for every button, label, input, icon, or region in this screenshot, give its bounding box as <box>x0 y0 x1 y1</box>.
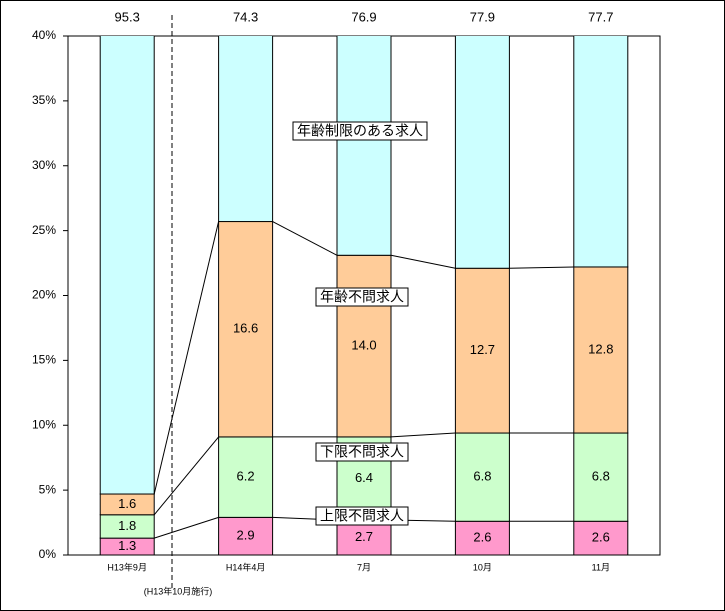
bar-segment <box>218 221 274 438</box>
series-label-box <box>292 121 428 141</box>
bar-segment <box>573 36 629 268</box>
bar-segment <box>99 36 155 495</box>
bar-segment <box>573 520 629 556</box>
x-tick-label: 10月 <box>473 562 492 572</box>
bar-segment <box>336 519 392 556</box>
series-label-box <box>315 506 409 526</box>
series-label: 上限不問求人 <box>320 508 404 524</box>
value-label: 1.6 <box>118 496 136 511</box>
bar-segment <box>218 36 274 223</box>
bar-segment <box>454 520 510 556</box>
value-label: 74.3 <box>233 9 258 24</box>
bar-segment <box>336 254 392 438</box>
x-tick-label: H13年9月 <box>107 561 147 572</box>
connector <box>153 221 220 495</box>
bars <box>99 36 629 556</box>
value-label: 95.3 <box>115 9 140 24</box>
y-tick-label: 5% <box>39 482 57 496</box>
bar-segment <box>218 436 274 518</box>
value-label: 2.9 <box>237 528 255 543</box>
value-label: 12.7 <box>470 342 495 357</box>
bar-segment <box>573 266 629 434</box>
value-label: 77.7 <box>588 9 613 24</box>
connector <box>272 221 338 256</box>
series-label: 下限不問求人 <box>320 444 404 460</box>
x-tick-label: 7月 <box>357 562 371 572</box>
y-tick-label: 0% <box>39 547 57 561</box>
value-label: 2.7 <box>355 529 373 544</box>
bar-segment <box>218 516 274 556</box>
annotation: (H13年10月施行) <box>144 585 213 596</box>
series-label-box <box>315 442 409 462</box>
series-label: 年齢不問求人 <box>320 289 404 305</box>
value-label: 76.9 <box>351 9 376 24</box>
value-label: 1.3 <box>118 538 136 553</box>
value-label: 1.8 <box>118 518 136 533</box>
y-tick-label: 30% <box>32 158 56 172</box>
connector <box>154 516 219 539</box>
connector <box>153 436 219 516</box>
bar-segment <box>454 432 510 522</box>
y-tick-label: 10% <box>32 417 56 431</box>
bar-segment <box>454 267 510 434</box>
bar-segment <box>336 36 392 256</box>
value-label: 14.0 <box>351 338 376 353</box>
y-tick-label: 15% <box>32 353 56 367</box>
value-label: 16.6 <box>233 321 258 336</box>
y-tick-label: 25% <box>32 223 56 237</box>
value-label: 6.8 <box>473 469 491 484</box>
y-tick-label: 40% <box>32 28 56 42</box>
series-label: 年齢制限のある求人 <box>297 123 423 139</box>
x-tick-label: H14年4月 <box>226 561 266 572</box>
bar-segment <box>454 36 510 269</box>
y-tick-label: 20% <box>32 288 56 302</box>
value-label: 2.6 <box>473 530 491 545</box>
value-label: 6.4 <box>355 470 373 485</box>
connector <box>390 254 456 269</box>
connector <box>390 432 456 438</box>
value-label: 6.8 <box>592 469 610 484</box>
connector <box>509 266 574 269</box>
value-label: 12.8 <box>588 341 613 356</box>
value-label: 2.6 <box>592 530 610 545</box>
value-label: 6.2 <box>237 469 255 484</box>
series-label-box <box>315 287 409 307</box>
x-tick-label: 11月 <box>592 562 610 572</box>
y-tick-label: 35% <box>32 93 56 107</box>
value-label: 77.9 <box>470 9 495 24</box>
